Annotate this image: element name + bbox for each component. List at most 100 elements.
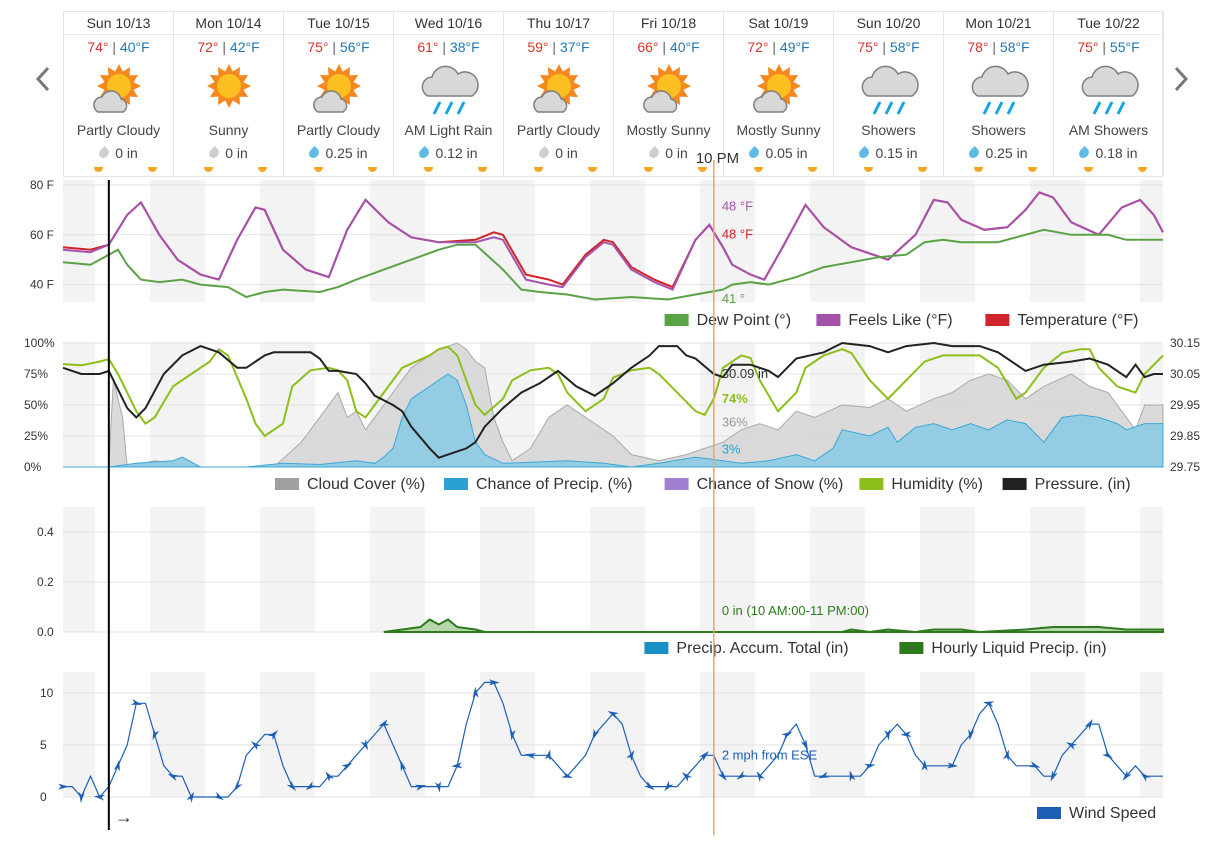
night-band [480,672,503,797]
day-precip: 0.12 in [394,145,503,161]
wind-direction-arrow [250,741,262,751]
sunrise-icon [864,167,873,172]
cursor-value-label: 41 ° [722,291,745,306]
high-temp: 61° [417,39,439,55]
night-band [1030,672,1053,797]
y-tick-label: 75% [24,367,48,381]
night-band [700,507,723,632]
night-band [393,180,426,302]
day-date: Thu 10/17 [504,12,613,35]
now-marker-arrow: → [115,807,133,827]
day-condition: Partly Cloudy [516,122,601,138]
sun-icon [206,64,251,108]
daily-forecast-strip: Sun 10/13 74° | 40°F Partly Cloudy 0 in … [63,11,1164,177]
night-band [613,180,646,302]
rain-cloud-icon [861,65,919,115]
night-band [1140,672,1163,797]
night-band [393,507,426,632]
low-temp: 42°F [229,39,260,55]
prev-arrow[interactable] [28,62,58,96]
night-band [63,180,96,302]
wind-direction-arrow [781,731,793,740]
wind-direction-arrow [921,759,928,771]
day-column[interactable]: Sat 10/19 72° | 49°F Mostly Sunny 0.05 i… [724,12,834,176]
high-temp: 74° [87,39,109,55]
day-condition: AM Light Rain [404,122,493,138]
chart-legend: Temperature (°F) Feels Like (°F) Dew Point… [664,312,1138,329]
night-band [370,507,393,632]
cursor-value-label: 48 °F [722,198,753,213]
wind-direction-arrow [325,771,335,782]
cursor-value-label: 3% [722,442,741,457]
night-band [260,507,283,632]
wind-direction-arrow [435,781,441,793]
y-tick-label: 100% [24,336,55,350]
day-temps: 75° | 56°F [307,39,370,55]
weather-icon [1081,65,1139,115]
wind-direction-arrow [1050,770,1058,782]
cursor-value-label: 30.09 in [722,366,768,381]
wind-direction-arrow [286,780,297,792]
low-temp: 40°F [669,39,700,55]
y-tick-label-right: 29.95 [1170,398,1200,412]
sunrise-sunset-markers [834,167,943,177]
sunrise-icon [94,167,103,172]
day-temps: 78° | 58°F [967,39,1030,55]
day-column[interactable]: Wed 10/16 61° | 38°F AM Light Rain 0.12 … [394,12,504,176]
wind-direction-arrow [451,762,463,769]
sunset-icon [1138,167,1147,172]
day-condition: Partly Cloudy [76,122,161,138]
day-precip: 0.05 in [724,145,833,161]
wind-direction-arrow [900,731,912,738]
legend-label: Humidity (%) [891,476,983,493]
sunrise-sunset-markers [64,167,173,177]
precip-amount: 0.15 in [875,145,918,161]
night-band [1053,507,1086,632]
y-tick-label: 60 F [30,228,54,242]
legend-swatch [644,642,669,654]
wind-direction-arrow [305,781,317,791]
day-column[interactable]: Tue 10/22 75° | 55°F AM Showers 0.18 in [1054,12,1164,176]
day-column[interactable]: Thu 10/17 59° | 37°F Partly Cloudy 0 in [504,12,614,176]
legend-label: Wind Speed [1069,805,1156,822]
y-tick-label: 25% [24,429,48,443]
y-tick-label: 0.0 [37,625,54,639]
high-temp: 75° [857,39,879,55]
day-column[interactable]: Sun 10/20 75° | 58°F Showers 0.15 in [834,12,944,176]
next-arrow[interactable] [1166,62,1196,96]
sunrise-icon [1084,167,1093,172]
sunset-icon [918,167,927,172]
legend-label: Chance of Snow (%) [697,476,844,493]
wind-direction-arrow [1140,771,1151,782]
wind-direction-arrow [982,701,995,708]
sunset-icon [808,167,817,172]
day-column[interactable]: Tue 10/15 75° | 56°F Partly Cloudy 0.25 … [284,12,394,176]
day-column[interactable]: Mon 10/14 72° | 42°F Sunny 0 in [174,12,284,176]
y-tick-label: 5 [40,738,47,752]
night-bands [63,672,1163,797]
night-band [150,180,173,302]
sunrise-sunset-markers [504,167,613,177]
day-column[interactable]: Fri 10/18 66° | 40°F Mostly Sunny 0 in [614,12,724,176]
legend-swatch [664,314,689,326]
low-temp: 56°F [339,39,370,55]
night-band [283,507,316,632]
day-precip: 0 in [64,145,173,161]
y-tick-label: 10 [40,686,54,700]
night-band [613,507,646,632]
chart-legend: Wind Speed [1037,805,1156,822]
sunset-icon [258,167,267,172]
day-column[interactable]: Sun 10/13 74° | 40°F Partly Cloudy 0 in [64,12,174,176]
night-band [1140,507,1163,632]
sunrise-icon [754,167,763,172]
cursor-value-label: 74% [722,391,748,406]
precip-amount: 0.25 in [985,145,1028,161]
wind-direction-arrow [968,729,975,741]
wind-direction-arrow [167,773,179,781]
day-precip: 0 in [174,145,283,161]
high-temp: 78° [967,39,989,55]
wind-direction-arrow [186,791,195,803]
day-column[interactable]: Mon 10/21 78° | 58°F Showers 0.25 in [944,12,1054,176]
y-tick-label: 0% [24,460,42,474]
